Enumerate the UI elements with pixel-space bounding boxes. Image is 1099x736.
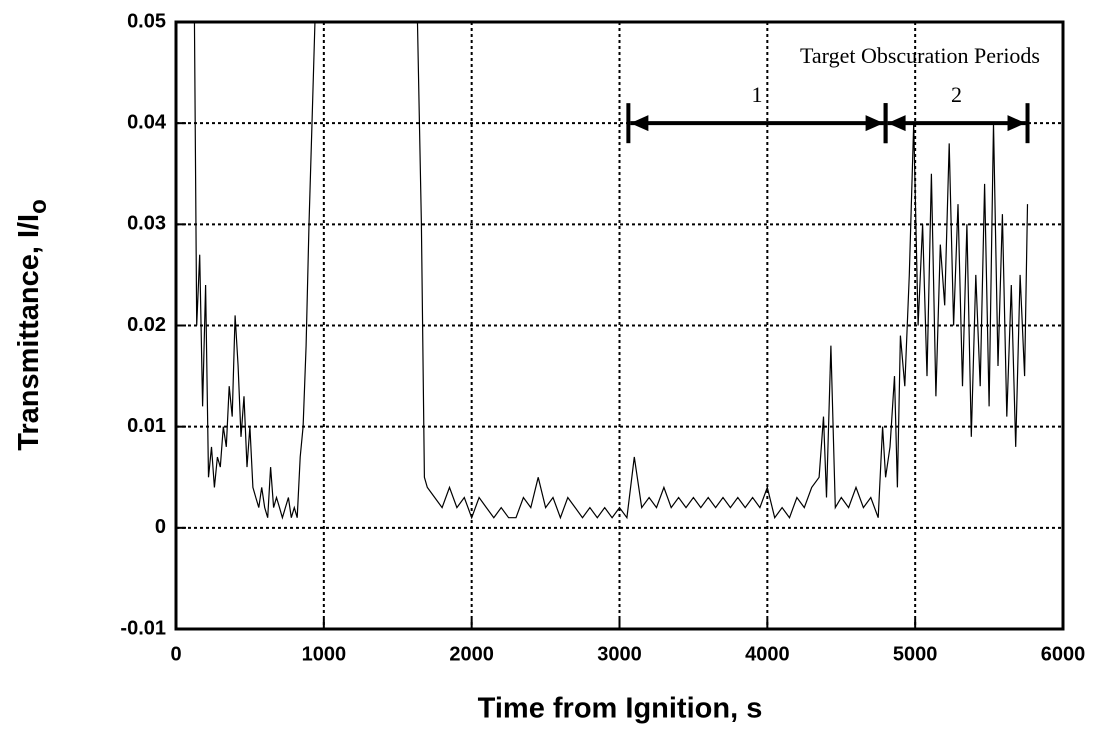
y-tick-label: 0.04 (127, 111, 167, 133)
plot-frame (174, 20, 1065, 631)
y-axis-title: Transmittance, I/Io (13, 199, 53, 451)
x-tick-label: 3000 (597, 643, 642, 665)
x-tick-label: 5000 (893, 643, 938, 665)
arrow-head (865, 115, 884, 132)
y-axis-title-subscript: o (25, 199, 52, 214)
data-line (193, 22, 1029, 520)
y-tick-label: 0.03 (127, 213, 166, 235)
x-tick-label: 4000 (745, 643, 790, 665)
x-tick-label: 0 (170, 643, 181, 665)
x-tick-label: 2000 (449, 643, 494, 665)
y-tick-label: 0.01 (127, 415, 166, 437)
arrow-head (887, 115, 906, 132)
arrow-head (630, 115, 649, 132)
y-tick-label: 0 (155, 516, 166, 538)
period-label: 2 (951, 82, 962, 107)
arrow-head (1007, 115, 1026, 132)
annotation: Target Obscuration Periods (800, 43, 1040, 68)
y-tick-label: -0.01 (120, 617, 166, 639)
y-tick-label: 0.02 (127, 314, 166, 336)
period-label: 1 (751, 82, 762, 107)
plot-area (193, 22, 1029, 520)
x-tick-label: 1000 (302, 643, 347, 665)
y-axis-title-main: Transmittance, I/I (13, 214, 45, 451)
x-tick-label: 6000 (1041, 643, 1086, 665)
y-tick-label: 0.05 (127, 10, 166, 32)
x-axis-title: Time from Ignition, s (478, 693, 763, 725)
